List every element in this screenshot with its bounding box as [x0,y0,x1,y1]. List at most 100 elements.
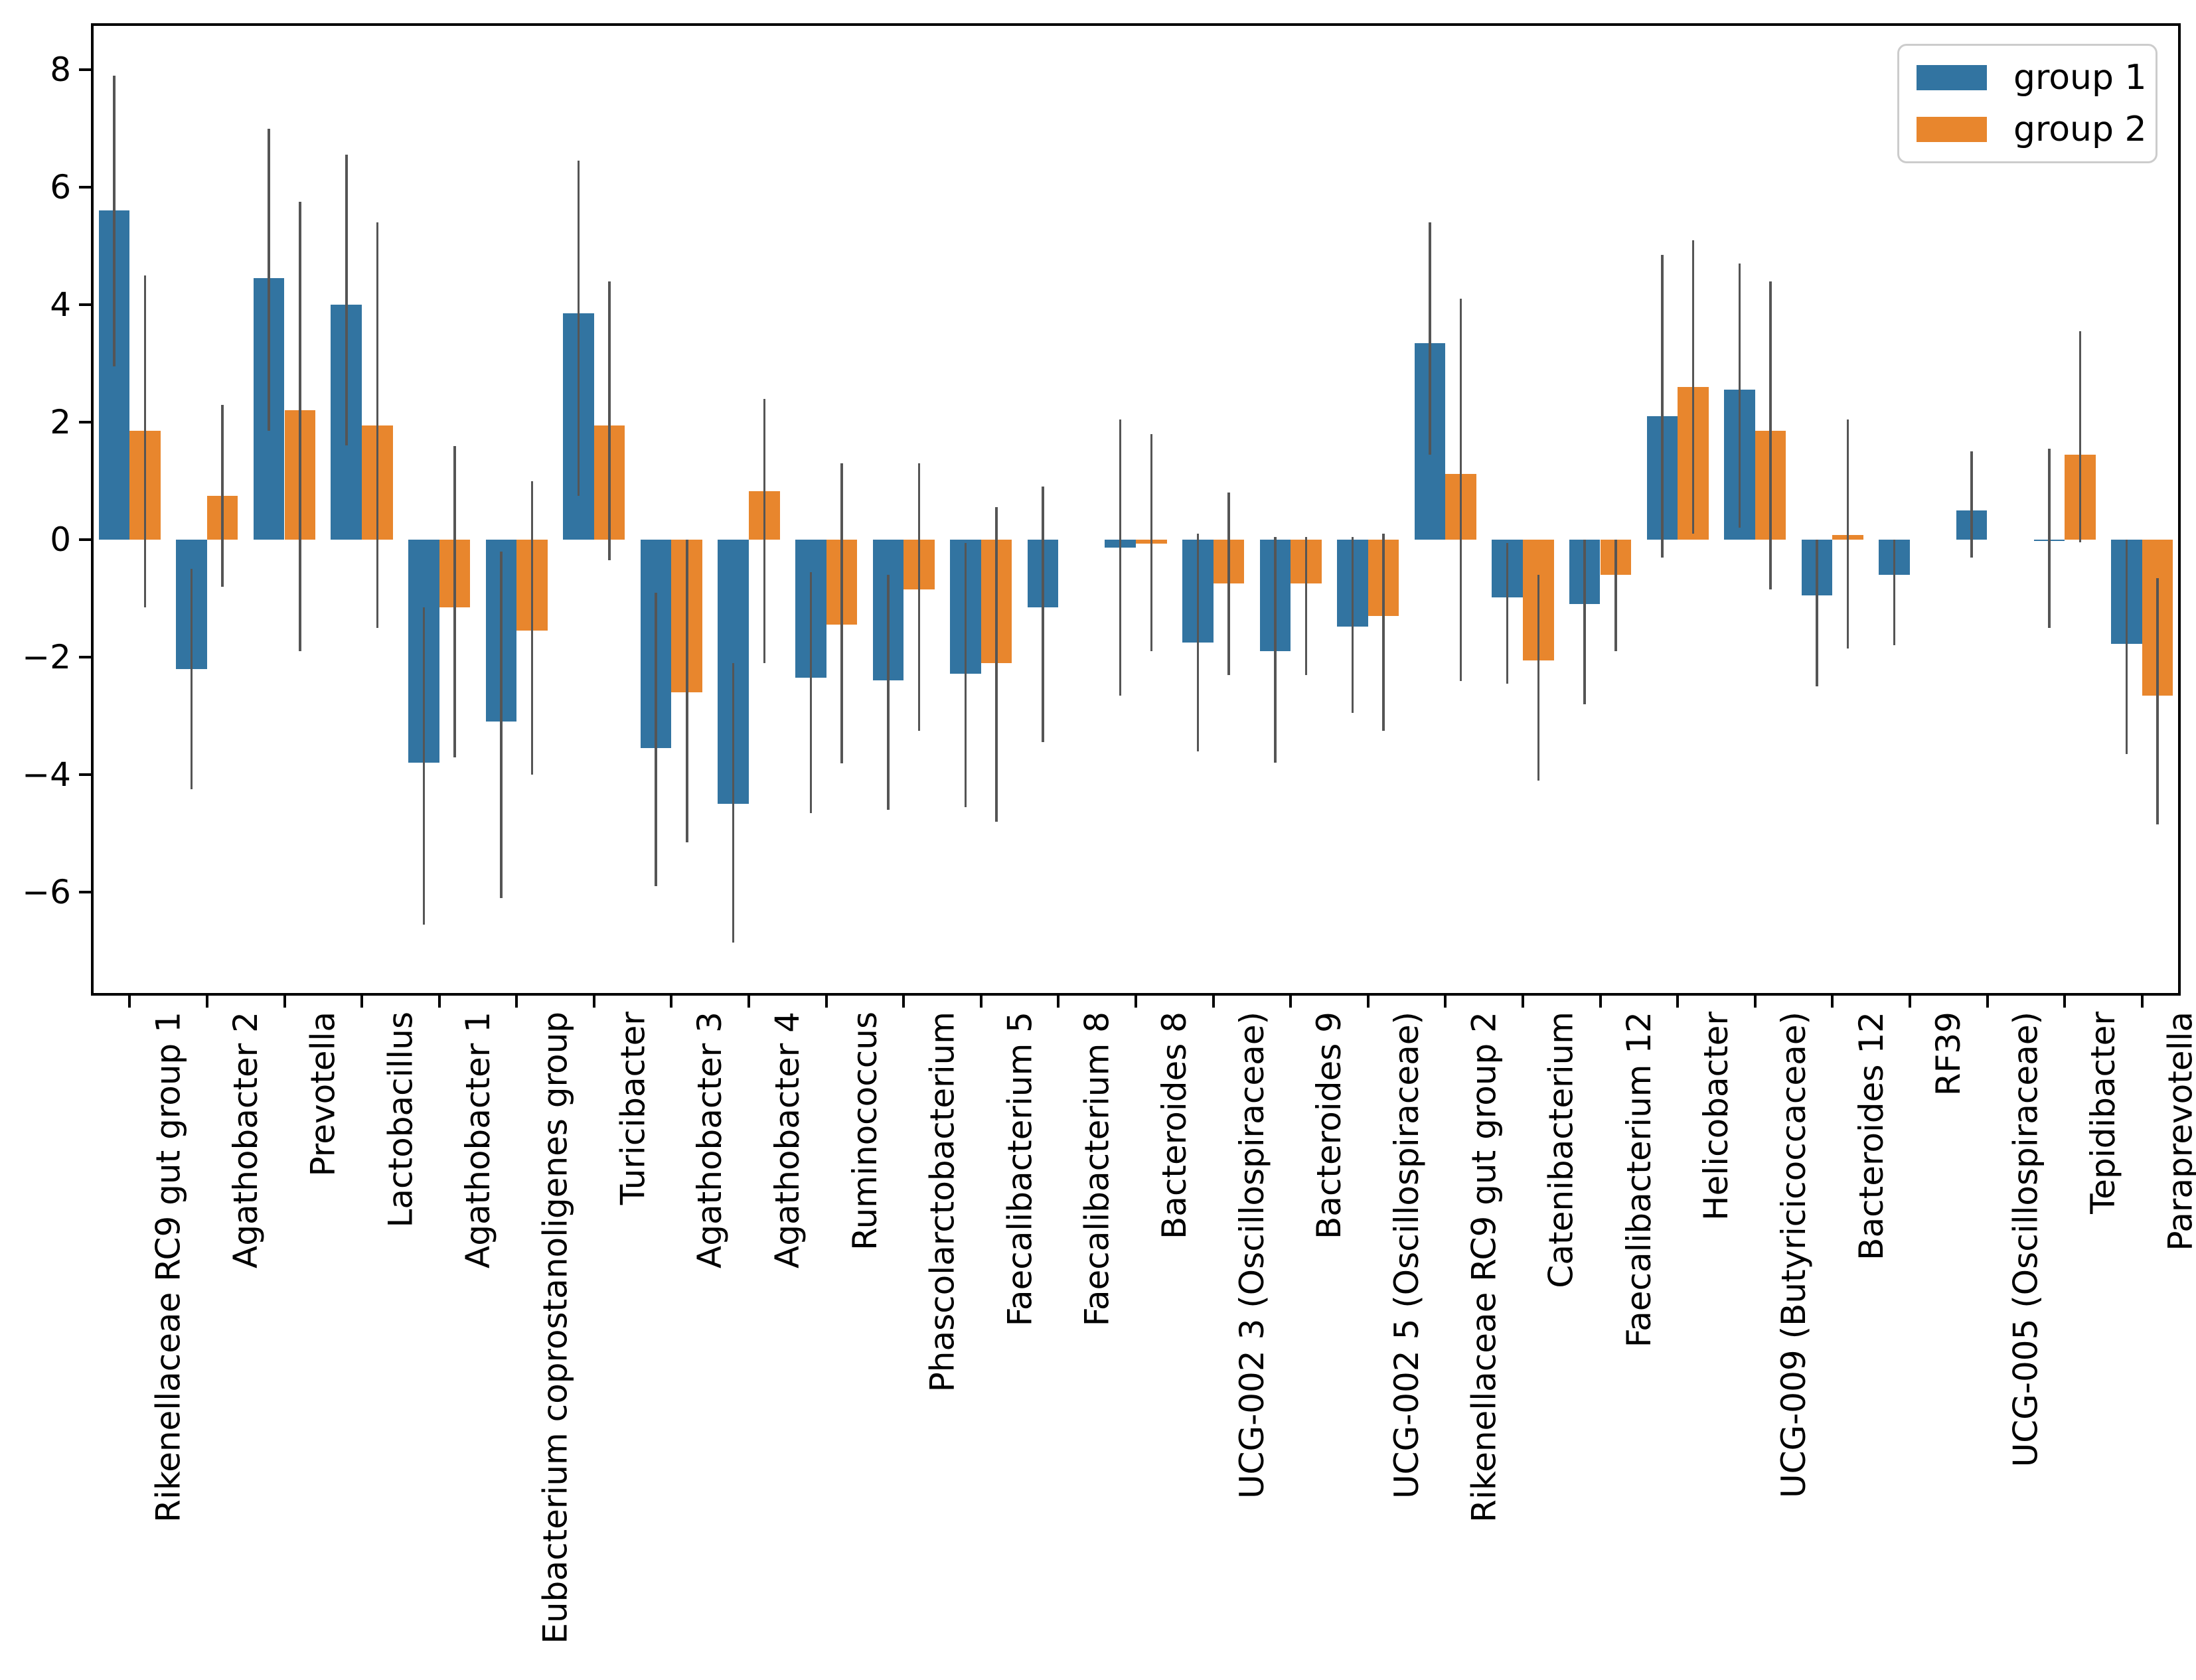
error-bar-group-2-15 [1304,536,1308,675]
x-tick-label-17: Rikenellaceae RC9 gut group 2 [1464,1012,1504,1523]
x-tick-3 [360,996,364,1008]
error-bar-group-1-16 [1351,536,1354,714]
error-bar-group-1-3 [345,155,348,446]
x-tick-label-7: Agathobacter 3 [690,1012,730,1268]
x-tick-4 [437,996,441,1008]
x-tick-11 [979,996,982,1008]
x-tick-10 [902,996,905,1008]
y-tick-label--4: −4 [22,755,71,795]
x-tick-20 [1676,996,1680,1008]
error-bar-group-1-22 [1816,540,1818,687]
error-bar-group-1-5 [500,551,503,899]
x-tick-label-16: UCG-002 5 (Oscillospiraceae) [1387,1012,1426,1499]
x-tick-24 [1986,996,1989,1008]
x-tick-9 [824,996,828,1008]
y-tick-label-0: 0 [50,520,71,560]
error-bar-group-1-9 [809,572,813,813]
y-tick-6 [79,186,91,189]
x-tick-label-11: Faecalibacterium 5 [1000,1012,1039,1327]
error-bar-group-1-12 [1042,487,1044,743]
x-tick-0 [128,996,131,1008]
x-tick-label-14: UCG-002 3 (Oscillospiraceae) [1232,1012,1271,1499]
error-bar-group-2-6 [608,281,611,561]
x-tick-label-13: Bacteroides 8 [1155,1012,1194,1239]
x-tick-label-2: Prevotella [303,1012,343,1177]
error-bar-group-1-25 [2048,448,2051,628]
legend-item-group-1: group 1 [1917,60,2156,95]
y-tick-4 [79,303,91,306]
y-tick--6 [79,891,91,894]
legend-swatch-group-2 [1917,117,1987,142]
error-bar-group-2-21 [1769,281,1772,590]
y-tick-label--2: −2 [22,638,71,677]
x-tick-25 [2063,996,2067,1008]
error-bar-group-1-10 [887,575,890,810]
x-tick-label-6: Turicibacter [613,1012,652,1205]
error-bar-group-2-1 [221,404,224,587]
x-tick-17 [1444,996,1447,1008]
error-bar-group-2-7 [686,540,688,842]
error-bar-group-2-14 [1227,493,1230,675]
x-tick-23 [1908,996,1911,1008]
x-tick-13 [1135,996,1137,1008]
error-bar-group-1-21 [1738,264,1741,528]
x-tick-18 [1522,996,1524,1008]
error-bar-group-2-20 [1691,240,1695,534]
y-tick-2 [79,421,91,423]
error-bar-group-1-19 [1583,540,1586,704]
error-bar-group-2-9 [840,463,843,763]
y-tick-0 [79,538,91,542]
x-tick-12 [1057,996,1060,1008]
x-tick-22 [1831,996,1834,1008]
x-tick-label-22: Bacteroides 12 [1851,1012,1891,1260]
x-tick-label-26: Paraprevotella [2161,1012,2196,1251]
error-bar-group-2-25 [2078,331,2082,543]
x-tick-label-1: Agathobacter 2 [226,1012,265,1268]
error-bar-group-1-11 [964,542,967,807]
x-tick-label-5: Eubacterium coprostanoligenes group [536,1012,575,1644]
x-tick-label-8: Agathobacter 4 [768,1012,807,1268]
legend-item-group-2: group 2 [1917,112,2156,147]
error-bar-group-1-2 [268,128,270,431]
x-tick-label-25: Tepidibacter [2084,1012,2123,1214]
x-tick-label-20: Helicobacter [1697,1012,1736,1221]
x-tick-21 [1753,996,1757,1008]
x-tick-label-12: Faecalibacterium 8 [1077,1012,1117,1327]
x-tick-2 [283,996,286,1008]
error-bar-group-1-26 [2125,540,2128,755]
error-bar-group-1-7 [655,592,657,887]
x-tick-label-9: Ruminococcus [845,1012,884,1251]
error-bar-group-1-14 [1196,534,1200,751]
error-bar-group-2-17 [1459,299,1462,681]
x-tick-8 [747,996,750,1008]
error-bar-group-1-20 [1661,254,1664,558]
error-bar-group-1-1 [190,569,193,790]
legend: group 1 group 2 [1897,44,2157,163]
y-tick-8 [79,68,91,71]
error-bar-group-1-18 [1506,542,1509,684]
error-bar-group-2-2 [299,202,301,652]
error-bar-group-2-26 [2156,577,2159,825]
error-bar-group-2-0 [143,275,147,607]
x-tick-16 [1366,996,1370,1008]
x-tick-19 [1599,996,1602,1008]
error-bar-group-1-8 [732,663,735,943]
legend-label-group-1: group 1 [2013,58,2147,98]
error-bar-group-1-6 [577,161,580,496]
x-tick-14 [1212,996,1215,1008]
error-bar-group-1-0 [113,75,116,366]
y-tick-label-4: 4 [50,285,71,324]
legend-swatch-group-1 [1917,65,1987,90]
x-tick-label-21: UCG-009 (Butyricicoccaceae) [1774,1012,1813,1499]
y-tick--4 [79,773,91,777]
error-bar-group-1-4 [422,607,426,925]
x-tick-6 [592,996,595,1008]
y-tick-label-2: 2 [50,403,71,441]
x-tick-26 [2140,996,2144,1008]
y-tick--2 [79,656,91,659]
x-tick-label-4: Agathobacter 1 [458,1012,497,1268]
error-bar-group-2-18 [1537,575,1540,781]
error-bar-group-2-16 [1382,534,1385,731]
error-bar-group-2-10 [917,463,921,731]
